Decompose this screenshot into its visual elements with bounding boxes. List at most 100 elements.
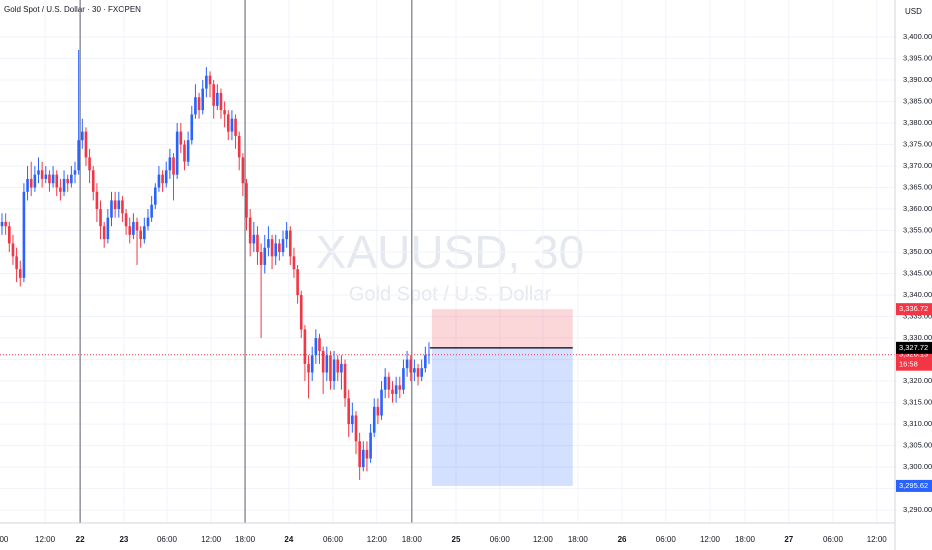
- x-tick-label: 12:00: [367, 535, 388, 544]
- y-tick-label: 3,380.00: [903, 118, 932, 127]
- candle-body: [150, 204, 153, 218]
- candle-body: [263, 247, 267, 265]
- price-label-bg: [896, 348, 932, 371]
- candle-body: [172, 157, 175, 175]
- price-label: 3,326.13: [899, 350, 928, 359]
- candle-body: [106, 217, 110, 240]
- candle-body: [117, 200, 121, 210]
- candle-body: [347, 398, 350, 425]
- candle-body: [135, 221, 139, 231]
- price-label: 3,336.72: [899, 304, 928, 313]
- candle-body: [33, 174, 37, 188]
- candle-body: [394, 385, 398, 394]
- price-label-bg: [896, 479, 932, 492]
- candle-body: [234, 118, 237, 136]
- candle-body: [252, 234, 256, 244]
- y-tick-label: 3,345.00: [903, 269, 932, 278]
- candle-body: [296, 269, 299, 296]
- candle-body: [190, 114, 194, 141]
- y-tick-label: 3,340.00: [903, 290, 932, 299]
- candle-body: [139, 230, 142, 240]
- candle-body: [259, 252, 263, 265]
- candle-body: [95, 191, 99, 210]
- candle-body: [77, 140, 80, 171]
- watermark-subtitle: Gold Spot / U.S. Dollar: [349, 283, 552, 305]
- y-tick-label: 3,310.00: [903, 419, 932, 428]
- candle-body: [219, 92, 223, 111]
- y-tick-label: 3,300.00: [903, 462, 932, 471]
- candle-body: [132, 221, 135, 235]
- candle-body: [62, 178, 66, 192]
- candle-body: [391, 389, 394, 394]
- candle-body: [267, 239, 270, 248]
- candle-body: [402, 368, 405, 390]
- y-tick-label: 3,390.00: [903, 75, 932, 84]
- chart-title: Gold Spot / U.S. Dollar · 30 · FXOPEN: [4, 5, 141, 14]
- candle-body: [0, 221, 4, 227]
- candle-body: [91, 170, 95, 192]
- candle-body: [223, 110, 226, 115]
- x-tick-label: 24: [284, 535, 293, 544]
- x-tick-label: 06:00: [656, 535, 677, 544]
- candle-body: [44, 174, 48, 179]
- candle-body: [157, 174, 161, 188]
- candle-body: [303, 329, 307, 364]
- price-label: 3,327.72: [899, 343, 928, 352]
- x-tick-label: 25: [452, 535, 461, 544]
- x-tick-label: 22: [76, 535, 85, 544]
- x-tick-label: 18:00: [568, 535, 589, 544]
- y-tick-label: 3,335.00: [903, 312, 932, 321]
- stop-zone: [431, 309, 573, 348]
- candle-body: [278, 243, 281, 253]
- candle-body: [29, 178, 33, 188]
- candle-body: [383, 376, 387, 390]
- candle-body: [372, 406, 376, 433]
- currency: USD: [905, 7, 922, 16]
- candle-body: [84, 131, 88, 158]
- candle-body: [212, 84, 215, 106]
- candle-body: [285, 230, 288, 240]
- y-tick-label: 3,375.00: [903, 139, 932, 148]
- candle-body: [208, 75, 212, 85]
- candle-body: [183, 144, 186, 162]
- candle-body: [380, 389, 383, 416]
- x-tick-label: 06:00: [490, 535, 511, 544]
- candle-body: [329, 355, 332, 382]
- candle-body: [110, 200, 113, 218]
- candle-body: [409, 359, 413, 373]
- candle-body: [201, 88, 205, 111]
- candle-body: [241, 157, 245, 184]
- y-tick-label: 3,320.00: [903, 376, 932, 385]
- x-tick-label: 12:00: [35, 535, 56, 544]
- candle-body: [314, 338, 318, 356]
- candle-body: [102, 226, 106, 240]
- candle-body: [88, 157, 91, 171]
- x-tick-label: 06:00: [157, 535, 178, 544]
- candle-body: [343, 363, 347, 399]
- candle-body: [59, 187, 62, 192]
- candle-body: [194, 97, 197, 115]
- candle-body: [40, 170, 44, 179]
- x-tick-label: 12:00: [533, 535, 554, 544]
- price-label-bg: [896, 341, 932, 354]
- candle-body: [168, 157, 172, 171]
- candle-body: [70, 174, 73, 184]
- candle-body: [161, 174, 164, 184]
- candle-body: [37, 170, 40, 175]
- candle-body: [22, 191, 26, 278]
- candle-body: [146, 217, 150, 227]
- y-tick-label: 3,330.00: [903, 333, 932, 342]
- y-tick-label: 3,385.00: [903, 96, 932, 105]
- candle-body: [358, 441, 361, 468]
- candle-body: [307, 363, 310, 373]
- candle-body: [310, 355, 314, 373]
- candle-body: [143, 226, 146, 240]
- candle-body: [80, 131, 84, 141]
- y-tick-label: 3,350.00: [903, 247, 932, 256]
- candle-body: [351, 415, 354, 425]
- candle-body: [248, 217, 252, 244]
- candle-body: [354, 415, 358, 442]
- y-tick-label: 3,355.00: [903, 226, 932, 235]
